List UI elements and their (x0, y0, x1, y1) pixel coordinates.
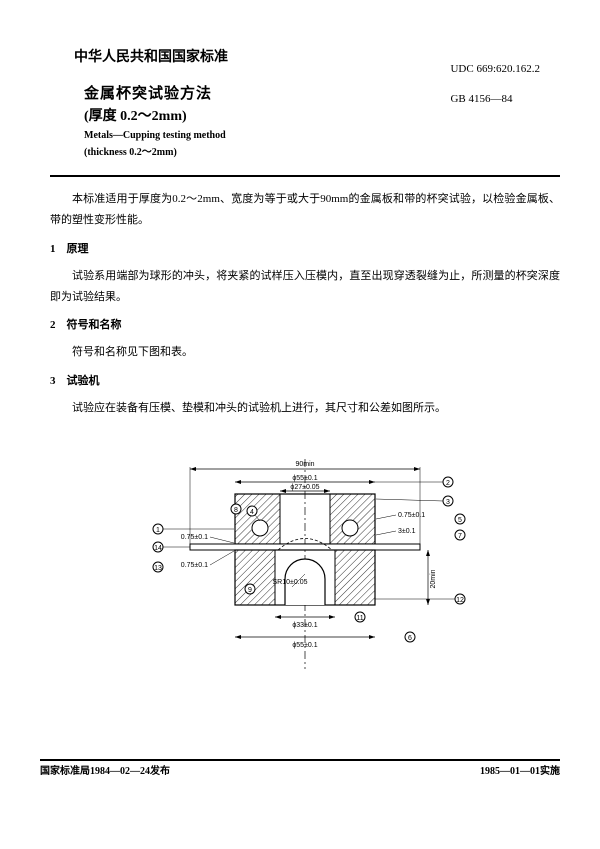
dim-d33: ϕ33±0.1 (292, 622, 317, 629)
en-title-1: Metals—Cupping testing method (84, 129, 228, 142)
header-row: 中华人民共和国国家标准 金属杯突试验方法 (厚度 0.2～2mm) Metals… (50, 40, 560, 159)
sub-title: (厚度 0.2～2mm) (84, 105, 228, 125)
dim-r075-3: 0.75±0.1 (181, 562, 208, 569)
svg-text:14: 14 (154, 545, 162, 552)
body-text: 本标准适用于厚度为0.2～2mm、宽度为等于或大于90mm的金属板和带的杯突试验… (50, 189, 560, 419)
svg-text:11: 11 (356, 615, 363, 622)
footer-left: 国家标准局1984—02—24发布 (40, 762, 170, 777)
cupping-diagram: 90min ϕ55±0.1 ϕ27±0.05 ϕ33±0.1 ϕ55±0.1 0… (130, 439, 480, 679)
footer-divider (40, 759, 560, 761)
intro-para: 本标准适用于厚度为0.2～2mm、宽度为等于或大于90mm的金属板和带的杯突试验… (50, 189, 560, 231)
section-2-title: 2 符号和名称 (50, 315, 560, 336)
dim-h20: 20min (430, 569, 437, 588)
footer-right: 1985—01—01实施 (480, 762, 560, 777)
gb-code: GB 4156—84 (450, 90, 540, 110)
dim-r075-2: 0.75±0.1 (181, 534, 208, 541)
section-1-text: 试验系用端部为球形的冲头，将夹紧的试样压入压模内，直至出现穿透裂缝为止，所测量的… (50, 266, 560, 308)
svg-text:7: 7 (458, 533, 462, 540)
svg-text:12: 12 (456, 597, 464, 604)
footer-row: 国家标准局1984—02—24发布 1985—01—01实施 (40, 762, 560, 777)
section-2-text: 符号和名称见下图和表。 (50, 342, 560, 363)
main-title: 金属杯突试验方法 (84, 82, 228, 103)
dim-d55-bot: ϕ55±0.1 (292, 642, 317, 649)
svg-text:8: 8 (234, 507, 238, 514)
svg-text:13: 13 (154, 565, 162, 572)
dim-d55-top: ϕ55±0.1 (292, 475, 317, 482)
svg-text:3: 3 (446, 499, 450, 506)
svg-text:1: 1 (156, 527, 160, 534)
dim-r075-1: 0.75±0.1 (398, 512, 425, 519)
dim-90: 90min (295, 461, 314, 468)
figure-area: 90min ϕ55±0.1 ϕ27±0.05 ϕ33±0.1 ϕ55±0.1 0… (50, 439, 560, 679)
svg-text:5: 5 (458, 517, 462, 524)
dim-d27: ϕ27±0.05 (290, 484, 319, 491)
svg-text:6: 6 (408, 635, 412, 642)
svg-text:2: 2 (446, 480, 450, 487)
udc-code: UDC 669:620.162.2 (450, 60, 540, 80)
divider-top (50, 175, 560, 177)
dim-sr20: SR10±0.05 (273, 579, 308, 586)
section-1-title: 1 原理 (50, 239, 560, 260)
udc-block: UDC 669:620.162.2 GB 4156—84 (450, 60, 540, 110)
section-3-text: 试验应在装备有压模、垫模和冲头的试验机上进行，其尺寸和公差如图所示。 (50, 398, 560, 419)
svg-text:9: 9 (248, 587, 252, 594)
dim-h3: 3±0.1 (398, 528, 416, 535)
country-title: 中华人民共和国国家标准 (74, 46, 228, 66)
svg-text:4: 4 (250, 509, 254, 516)
section-3-title: 3 试验机 (50, 371, 560, 392)
en-title-2: (thickness 0.2～2mm) (84, 146, 228, 159)
